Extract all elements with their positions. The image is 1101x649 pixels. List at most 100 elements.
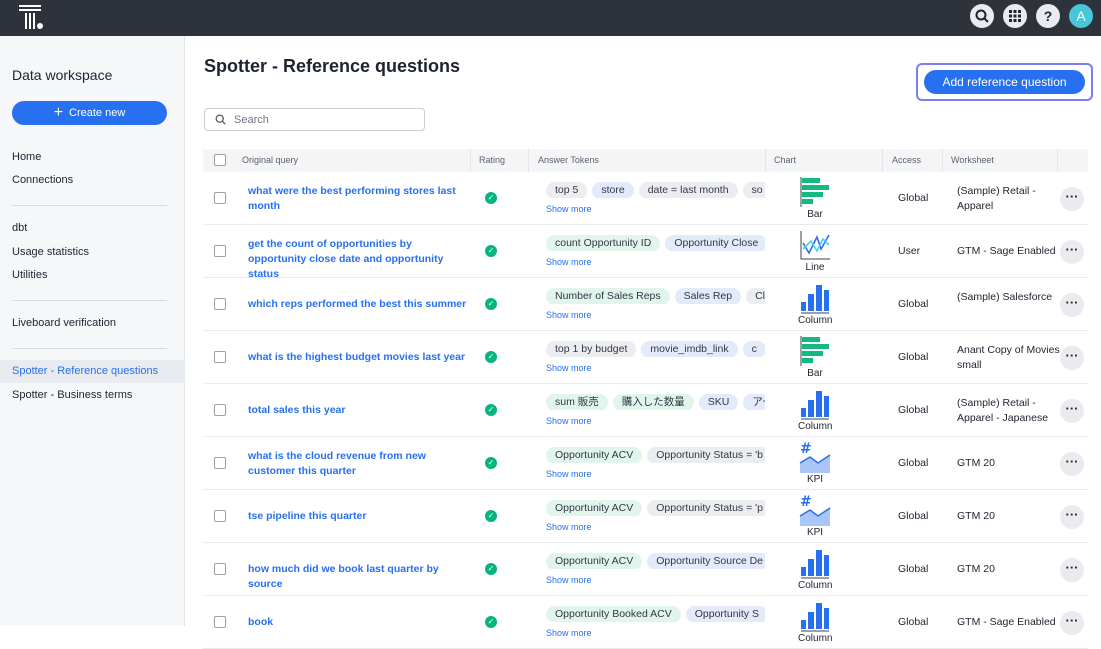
query-link[interactable]: which reps performed the best this summe… xyxy=(248,298,467,310)
row-checkbox[interactable] xyxy=(214,563,226,575)
svg-text:#: # xyxy=(800,494,812,510)
sidebar-item-dbt[interactable]: dbt xyxy=(12,222,28,234)
row-checkbox[interactable] xyxy=(214,192,226,204)
column-chart-icon xyxy=(798,547,832,579)
more-options-button[interactable]: ··· xyxy=(1060,505,1084,529)
rating-check-icon: ✓ xyxy=(485,298,497,310)
chart-type: Line xyxy=(798,229,832,273)
more-options-button[interactable]: ··· xyxy=(1060,611,1084,635)
select-all-checkbox[interactable] xyxy=(214,154,226,166)
chart-type: # KPI xyxy=(798,494,832,538)
sidebar-item-utilities[interactable]: Utilities xyxy=(12,269,48,281)
row-checkbox[interactable] xyxy=(214,245,226,257)
table-row: what is the highest budget movies last y… xyxy=(203,331,1088,384)
search-input[interactable]: Search xyxy=(204,108,425,131)
thoughtspot-logo[interactable] xyxy=(19,4,45,30)
answer-token: 購入した数量 xyxy=(612,394,694,410)
chart-type: Bar xyxy=(798,176,832,220)
show-more-link[interactable]: Show more xyxy=(546,469,592,479)
chart-type-label: Column xyxy=(798,633,833,644)
column-header-chart[interactable]: Chart xyxy=(774,155,797,165)
sidebar-item-connections[interactable]: Connections xyxy=(12,174,74,186)
kpi-chart-icon: # xyxy=(798,441,832,473)
sidebar-item-spotter-reference-questions[interactable]: Spotter - Reference questions xyxy=(0,360,185,383)
query-link[interactable]: total sales this year xyxy=(248,404,346,416)
table-row: total sales this year ✓ sum 販売 購入した数量 SKU ア… xyxy=(203,384,1088,437)
more-options-button[interactable]: ··· xyxy=(1060,558,1084,582)
sidebar-item-usage-statistics[interactable]: Usage statistics xyxy=(12,246,90,258)
avatar[interactable]: A xyxy=(1069,4,1093,28)
worksheet-value: (Sample) Retail - Apparel - Japanese xyxy=(957,397,1049,424)
help-icon[interactable]: ? xyxy=(1036,4,1060,28)
answer-token: so xyxy=(742,182,765,198)
query-link[interactable]: how much did we book last quarter by sou… xyxy=(248,563,439,590)
divider xyxy=(12,205,167,206)
answer-token: c xyxy=(742,341,765,357)
table-row: get the count of opportunities by opport… xyxy=(203,225,1088,280)
worksheet-value: (Sample) Retail - Apparel xyxy=(957,185,1036,212)
add-reference-question-button[interactable]: Add reference question xyxy=(924,70,1085,94)
row-checkbox[interactable] xyxy=(214,351,226,363)
query-link[interactable]: book xyxy=(248,616,274,628)
query-link[interactable]: what is the cloud revenue from new custo… xyxy=(248,450,426,477)
answer-tokens: Opportunity ACV Opportunity Source De xyxy=(546,551,765,569)
access-value: User xyxy=(898,245,921,257)
more-options-button[interactable]: ··· xyxy=(1060,452,1084,476)
show-more-link[interactable]: Show more xyxy=(546,522,592,532)
answer-token: sum 販売 xyxy=(546,394,608,410)
row-checkbox[interactable] xyxy=(214,404,226,416)
sidebar-item-home[interactable]: Home xyxy=(12,151,42,163)
create-new-label: Create new xyxy=(69,107,126,119)
search-icon xyxy=(215,114,226,125)
rating-check-icon: ✓ xyxy=(485,616,497,628)
show-more-link[interactable]: Show more xyxy=(546,363,592,373)
query-link[interactable]: tse pipeline this quarter xyxy=(248,510,367,522)
more-options-button[interactable]: ··· xyxy=(1060,399,1084,423)
create-new-button[interactable]: + Create new xyxy=(12,101,167,125)
column-header-answer-tokens[interactable]: Answer Tokens xyxy=(538,155,599,165)
row-checkbox[interactable] xyxy=(214,616,226,628)
more-options-button[interactable]: ··· xyxy=(1060,187,1084,211)
rating-check-icon: ✓ xyxy=(485,245,497,257)
sidebar: Data workspace + Create new Home Connecti… xyxy=(0,36,185,626)
show-more-link[interactable]: Show more xyxy=(546,204,592,214)
apps-grid-icon[interactable] xyxy=(1003,4,1027,28)
query-link[interactable]: get the count of opportunities by opport… xyxy=(248,238,444,280)
answer-token: Opportunity ACV xyxy=(546,500,643,516)
show-more-link[interactable]: Show more xyxy=(546,310,592,320)
show-more-link[interactable]: Show more xyxy=(546,416,592,426)
access-value: Global xyxy=(898,510,929,522)
column-header-access[interactable]: Access xyxy=(892,155,922,165)
show-more-link[interactable]: Show more xyxy=(546,628,592,638)
chart-type-label: Column xyxy=(798,315,833,326)
row-checkbox[interactable] xyxy=(214,510,226,522)
more-options-button[interactable]: ··· xyxy=(1060,240,1084,264)
line-chart-icon xyxy=(798,229,832,261)
query-link[interactable]: what were the best performing stores las… xyxy=(248,185,456,212)
query-link[interactable]: what is the highest budget movies last y… xyxy=(248,351,466,363)
column-header-worksheet[interactable]: Worksheet xyxy=(951,155,994,165)
table-body: what were the best performing stores las… xyxy=(203,172,1088,649)
show-more-link[interactable]: Show more xyxy=(546,257,592,267)
answer-token: date = last month xyxy=(638,182,738,198)
worksheet-value: (Sample) Salesforce xyxy=(957,291,1053,303)
bar-chart-icon xyxy=(798,335,832,367)
chart-type: Column xyxy=(798,547,832,591)
row-checkbox[interactable] xyxy=(214,457,226,469)
sidebar-item-liveboard-verification[interactable]: Liveboard verification xyxy=(12,317,116,329)
search-placeholder: Search xyxy=(234,113,269,126)
answer-token: top 5 xyxy=(546,182,588,198)
chart-type-label: Bar xyxy=(807,368,823,379)
row-checkbox[interactable] xyxy=(214,298,226,310)
answer-token: Opportunity Status = 'b xyxy=(647,447,765,463)
access-value: Global xyxy=(898,563,929,575)
column-header-rating[interactable]: Rating xyxy=(479,155,506,165)
sidebar-item-spotter-business-terms[interactable]: Spotter - Business terms xyxy=(12,389,133,401)
table-row: tse pipeline this quarter ✓ Opportunity … xyxy=(203,490,1088,543)
worksheet-value: GTM 20 xyxy=(957,563,995,575)
more-options-button[interactable]: ··· xyxy=(1060,346,1084,370)
column-header-original-query[interactable]: Original query xyxy=(242,155,299,165)
show-more-link[interactable]: Show more xyxy=(546,575,592,585)
more-options-button[interactable]: ··· xyxy=(1060,293,1084,317)
search-icon[interactable] xyxy=(970,4,994,28)
